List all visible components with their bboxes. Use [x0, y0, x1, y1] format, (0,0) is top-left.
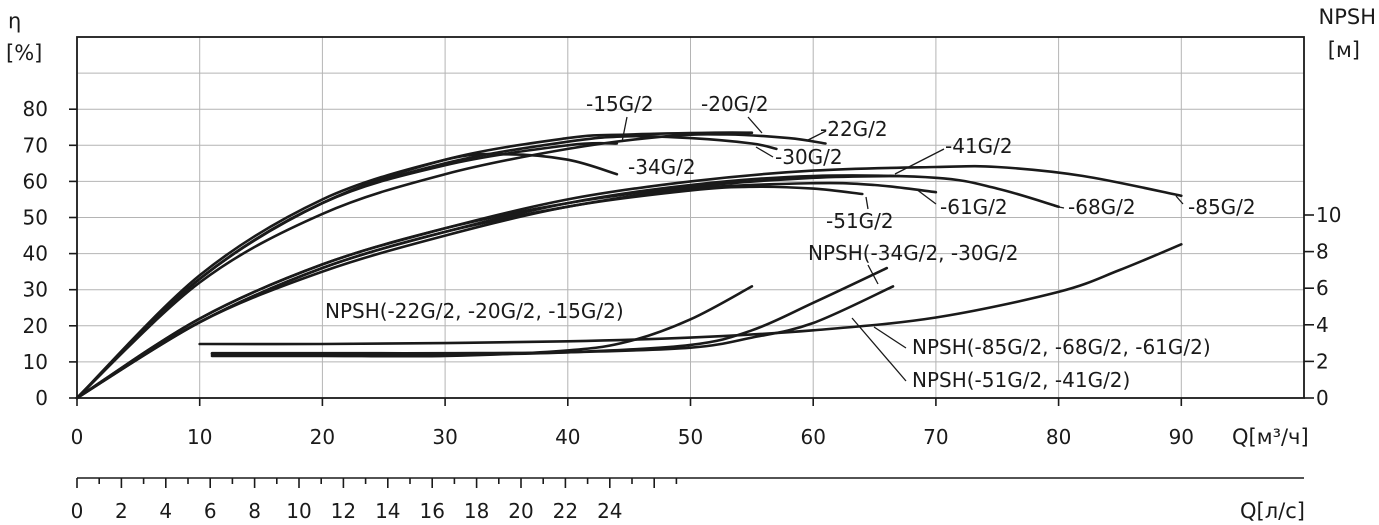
leader-line-51g-2 [865, 196, 869, 210]
x-ls-tick-label: 8 [248, 499, 261, 523]
y-left-tick-label: 20 [23, 314, 48, 338]
y-right-tick-label: 6 [1316, 276, 1329, 300]
y-left-tick-label: 0 [35, 386, 48, 410]
efficiency-curve-30g-2 [75, 131, 754, 400]
y-right-tick-label: 10 [1316, 203, 1341, 227]
x-ls-tick-label: 18 [464, 499, 489, 523]
leader-line-npsh-34g-2-30g-2 [867, 264, 879, 285]
npsh-curve-npsh-51g-2-41g-2 [210, 285, 895, 355]
curve-label-61g-2: -61G/2 [940, 195, 1008, 219]
x-ls-tick-label: 4 [159, 499, 172, 523]
y-right-tick-label: 2 [1316, 349, 1329, 373]
curve-label-34g-2: -34G/2 [628, 155, 696, 179]
leader-line-15g-2 [621, 116, 628, 143]
curve-label-68g-2: -68G/2 [1068, 195, 1136, 219]
y-left-unit: [%] [6, 41, 42, 65]
curve-label-npsh-85g-2-68g-2-61g-2: NPSH(-85G/2, -68G/2, -61G/2) [912, 335, 1211, 359]
curve-label-npsh-51g-2-41g-2: NPSH(-51G/2, -41G/2) [912, 368, 1130, 392]
curve-label-30g-2: -30G/2 [775, 145, 843, 169]
leader-line-npsh-51g-2-41g-2 [851, 317, 907, 382]
x-ls-tick-label: 0 [71, 499, 84, 523]
x-ls-tick-label: 12 [331, 499, 356, 523]
curve-label-85g-2: -85G/2 [1188, 195, 1256, 219]
npsh-curve-npsh-85g-2-68g-2-61g-2 [198, 243, 1183, 346]
efficiency-curve-51g-2 [75, 174, 901, 400]
y-right-tick-label: 4 [1316, 313, 1329, 337]
x-m3h-axis-label: Q[м³/ч] [1232, 425, 1309, 449]
y-left-tick-label: 10 [23, 350, 48, 374]
y-left-symbol: η [8, 9, 21, 33]
curve-label-41g-2: -41G/2 [945, 134, 1013, 158]
y-left-tick-label: 50 [23, 206, 48, 230]
x-ls-tick-label: 16 [419, 499, 444, 523]
x-ls-tick-label: 10 [286, 499, 311, 523]
efficiency-curve-85g-2 [75, 164, 1183, 400]
curve-label-22g-2: -22G/2 [820, 117, 888, 141]
curve-label-15g-2: -15G/2 [586, 92, 654, 116]
y-left-tick-label: 60 [23, 169, 48, 193]
y-right-unit: [м] [1328, 38, 1360, 62]
y-right-title: NPSH [1319, 5, 1377, 29]
efficiency-curve-41g-2 [75, 185, 864, 400]
y-right-tick-label: 8 [1316, 240, 1329, 264]
grid [77, 37, 1304, 398]
x-m3h-tick-label: 10 [187, 425, 212, 449]
x-m3h-tick-label: 70 [923, 425, 948, 449]
y-right-tick-label: 0 [1316, 386, 1329, 410]
y-left-tick-label: 40 [23, 242, 48, 266]
x-m3h-tick-label: 90 [1169, 425, 1194, 449]
y-left-tick-label: 70 [23, 133, 48, 157]
x-m3h-tick-label: 20 [310, 425, 335, 449]
x-ls-tick-label: 24 [597, 499, 622, 523]
x-m3h-tick-label: 40 [555, 425, 580, 449]
curve-label-20g-2: -20G/2 [701, 92, 769, 116]
efficiency-curve-68g-2 [75, 174, 1060, 400]
leader-line-85g-2 [1175, 195, 1184, 205]
efficiency-curve-15g-2 [75, 152, 619, 400]
y-left-tick-label: 30 [23, 278, 48, 302]
curve-label-npsh-22g-2-20g-2-15g-2: NPSH(-22G/2, -20G/2, -15G/2) [325, 299, 624, 323]
x-ls-tick-label: 22 [553, 499, 578, 523]
x-m3h-tick-label: 0 [71, 425, 84, 449]
leader-line-41g-2 [894, 148, 945, 175]
leader-line-npsh-85g-2-68g-2-61g-2 [873, 326, 907, 349]
x-ls-tick-label: 6 [204, 499, 217, 523]
x-m3h-tick-label: 50 [678, 425, 703, 449]
x-ls-axis-label: Q[л/с] [1240, 499, 1305, 523]
curve-labels: -15G/2 -20G/2 -22G/2 -30G/2 -34G/2 -41G/2 -51G… [325, 92, 1256, 392]
x-ls-tick-label: 14 [375, 499, 400, 523]
leader-line-22g-2 [805, 130, 827, 142]
x-ls-tick-label: 2 [115, 499, 128, 523]
x-ls-tick-label: 20 [508, 499, 533, 523]
y-left-tick-label: 80 [23, 97, 48, 121]
x-m3h-tick-label: 30 [432, 425, 457, 449]
x-m3h-tick-label: 80 [1046, 425, 1071, 449]
efficiency-curve-34g-2 [75, 133, 827, 400]
curves [75, 131, 1183, 400]
x-m3h-tick-label: 60 [800, 425, 825, 449]
leader-line-61g-2 [915, 188, 937, 205]
leader-line-30g-2 [755, 146, 774, 158]
leader-line-68g-2 [1053, 205, 1065, 209]
curve-label-npsh-34g-2-30g-2: NPSH(-34G/2, -30G/2 [808, 241, 1019, 265]
curve-label-51g-2: -51G/2 [826, 209, 894, 233]
leader-line-20g-2 [747, 116, 763, 134]
